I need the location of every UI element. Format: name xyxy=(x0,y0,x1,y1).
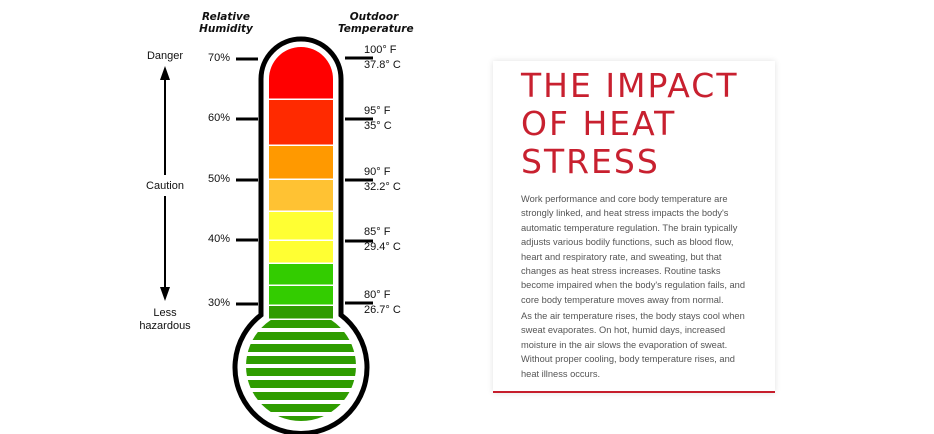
scale-less-hazardous-line-1: Less xyxy=(153,307,177,319)
card-paragraph-1: Work performance and core body temperatu… xyxy=(521,194,746,305)
temperature-header: Outdoor Temperature xyxy=(338,11,414,35)
scale-less-hazardous-label: Less hazardous xyxy=(135,307,195,333)
thermometer-tube-bands xyxy=(269,47,333,319)
temperature-mark-90: 90° F 32.2° C xyxy=(364,165,401,195)
bulb-stripe xyxy=(246,368,356,376)
scale-less-hazardous-line-2: hazardous xyxy=(139,320,191,332)
tube-band xyxy=(269,212,333,240)
bulb-stripe xyxy=(246,392,356,400)
humidity-header-line-2: Humidity xyxy=(199,23,253,35)
bulb-stripe xyxy=(246,356,356,364)
humidity-header: Relative Humidity xyxy=(198,11,254,35)
bulb-stripe xyxy=(246,380,356,388)
thermometer-graphic xyxy=(160,36,373,434)
temperature-header-line-1: Outdoor xyxy=(349,11,399,23)
temperature-ticks xyxy=(345,56,373,305)
humidity-mark-30: 30% xyxy=(208,297,231,309)
humidity-mark-50: 50% xyxy=(208,173,231,185)
temperature-mark-100-c: 37.8° C xyxy=(364,59,401,71)
humidity-mark-70: 70% xyxy=(208,52,231,64)
temperature-mark-80-f: 80° F xyxy=(364,289,391,301)
card-title: THE IMPACT OF HEAT STRESS xyxy=(521,67,771,181)
scale-arrow-down-head xyxy=(160,287,170,301)
temperature-header-line-2: Temperature xyxy=(338,23,414,35)
temperature-mark-100: 100° F 37.8° C xyxy=(364,43,401,73)
temperature-mark-80: 80° F 26.7° C xyxy=(364,288,401,318)
card-title-line-1: THE IMPACT xyxy=(521,66,739,105)
tube-band xyxy=(269,100,333,145)
temperature-mark-80-c: 26.7° C xyxy=(364,304,401,316)
bulb-stripe xyxy=(246,344,356,352)
tube-band xyxy=(269,146,333,179)
heat-stress-thermometer-figure: Relative Humidity Outdoor Temperature Da… xyxy=(0,0,460,434)
temperature-mark-85-f: 85° F xyxy=(364,226,391,238)
humidity-header-line-1: Relative xyxy=(202,11,250,23)
temperature-mark-100-f: 100° F xyxy=(364,44,397,56)
bulb-stripe xyxy=(246,416,356,421)
tube-band xyxy=(269,180,333,211)
temperature-mark-95: 95° F 35° C xyxy=(364,104,392,134)
tube-band xyxy=(269,47,333,99)
scale-caution-label: Caution xyxy=(146,180,184,192)
humidity-mark-60: 60% xyxy=(208,112,231,124)
tube-band xyxy=(269,286,333,305)
scale-arrow-up-head xyxy=(160,66,170,80)
tube-band xyxy=(269,241,333,263)
bulb-stripe xyxy=(246,320,356,328)
temperature-mark-95-c: 35° C xyxy=(364,120,392,132)
card-paragraph-2: As the air temperature rises, the body s… xyxy=(521,311,745,379)
thermometer-bulb xyxy=(246,320,356,421)
heat-stress-info-card: THE IMPACT OF HEAT STRESS Work performan… xyxy=(493,61,775,393)
temperature-mark-85: 85° F 29.4° C xyxy=(364,225,401,255)
scale-danger-label: Danger xyxy=(146,50,184,62)
card-title-line-2: OF HEAT xyxy=(521,104,677,143)
humidity-ticks xyxy=(236,57,258,306)
temperature-mark-90-f: 90° F xyxy=(364,166,391,178)
temperature-mark-95-f: 95° F xyxy=(364,105,391,117)
card-title-line-3: STRESS xyxy=(521,142,660,181)
bulb-stripe xyxy=(246,404,356,412)
temperature-mark-90-c: 32.2° C xyxy=(364,181,401,193)
tube-band xyxy=(269,306,333,319)
bulb-stripe xyxy=(246,332,356,340)
humidity-mark-40: 40% xyxy=(208,233,231,245)
temperature-mark-85-c: 29.4° C xyxy=(364,241,401,253)
tube-band xyxy=(269,264,333,285)
scale-arrow xyxy=(160,66,170,301)
